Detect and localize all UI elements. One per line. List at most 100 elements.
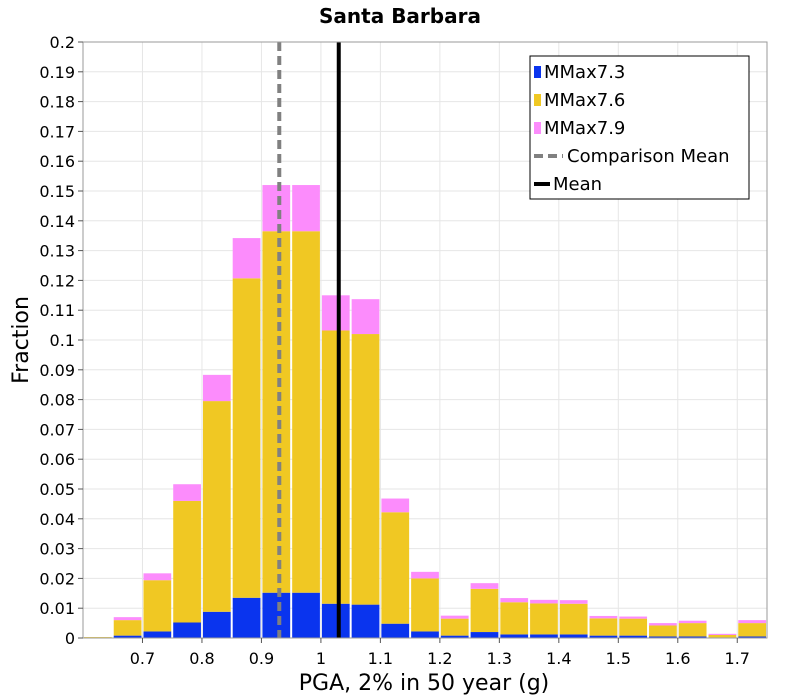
legend-label: Mean bbox=[553, 174, 602, 195]
x-tick-label: 0.7 bbox=[130, 649, 155, 668]
bar-segment-mmax7-3 bbox=[202, 611, 231, 638]
bar-segment-mmax7-9 bbox=[143, 573, 172, 581]
bar-segment-mmax7-9 bbox=[678, 620, 707, 624]
bar-segment-mmax7-3 bbox=[113, 635, 142, 638]
bar-segment-mmax7-9 bbox=[440, 615, 469, 619]
chart-title: Santa Barbara bbox=[319, 4, 481, 28]
bar-segment-mmax7-3 bbox=[381, 623, 410, 638]
bar-segment-mmax7-9 bbox=[411, 571, 439, 579]
x-tick-label: 1.3 bbox=[487, 649, 512, 668]
bar-segment-mmax7-6 bbox=[351, 334, 380, 605]
y-tick-label: 0.16 bbox=[39, 152, 75, 171]
bars bbox=[84, 185, 766, 638]
y-tick-label: 0.14 bbox=[39, 212, 75, 231]
y-axis-title: Fraction bbox=[9, 296, 34, 384]
x-tick-label: 0.9 bbox=[249, 649, 274, 668]
bar-segment-mmax7-6 bbox=[232, 278, 261, 598]
bar-segment-mmax7-3 bbox=[292, 592, 320, 638]
bar-segment-mmax7-3 bbox=[738, 636, 766, 638]
legend-box bbox=[529, 55, 750, 200]
y-tick-label: 0.11 bbox=[39, 301, 75, 320]
y-tick-label: 0.2 bbox=[50, 33, 75, 52]
bar-segment-mmax7-3 bbox=[530, 634, 558, 638]
y-tick-label: 0.06 bbox=[39, 450, 75, 469]
x-tick-label: 1 bbox=[316, 649, 326, 668]
bar-segment-mmax7-3 bbox=[143, 631, 172, 638]
x-tick-label: 1.2 bbox=[427, 649, 452, 668]
bar-segment-mmax7-6 bbox=[559, 603, 588, 635]
bar-segment-mmax7-6 bbox=[678, 623, 707, 637]
legend-label: Comparison Mean bbox=[567, 146, 730, 167]
bar-segment-mmax7-9 bbox=[381, 498, 410, 513]
mean-lines bbox=[277, 42, 341, 638]
y-tick-label: 0.05 bbox=[39, 480, 75, 499]
bar-segment-mmax7-9 bbox=[500, 598, 529, 603]
bar-segment-mmax7-6 bbox=[411, 578, 439, 632]
bar-segment-mmax7-3 bbox=[589, 635, 618, 638]
bar-segment-mmax7-3 bbox=[173, 622, 201, 638]
bar-segment-mmax7-3 bbox=[262, 592, 291, 638]
bar-segment-mmax7-9 bbox=[530, 599, 558, 604]
x-tick-label: 1.6 bbox=[665, 649, 690, 668]
bar-segment-mmax7-6 bbox=[589, 618, 618, 636]
bar-segment-mmax7-9 bbox=[559, 600, 588, 604]
x-tick-label: 1.5 bbox=[606, 649, 631, 668]
x-tick-label: 1.7 bbox=[725, 649, 750, 668]
legend-label: MMax7.9 bbox=[544, 118, 625, 139]
y-tick-label: 0.08 bbox=[39, 391, 75, 410]
legend-swatch bbox=[534, 122, 541, 134]
bar-segment-mmax7-6 bbox=[649, 625, 677, 637]
bar-segment-mmax7-3 bbox=[500, 634, 529, 638]
bar-segment-mmax7-9 bbox=[113, 617, 142, 621]
bar-segment-mmax7-6 bbox=[292, 231, 320, 593]
bar-segment-mmax7-9 bbox=[351, 299, 380, 335]
bar-segment-mmax7-9 bbox=[202, 374, 231, 402]
y-tick-label: 0.04 bbox=[39, 510, 75, 529]
bar-segment-mmax7-9 bbox=[589, 615, 618, 619]
x-tick-label: 0.8 bbox=[189, 649, 214, 668]
legend-swatch bbox=[534, 66, 541, 78]
bar-segment-mmax7-6 bbox=[143, 580, 172, 632]
y-tick-label: 0.19 bbox=[39, 63, 75, 82]
bar-segment-mmax7-6 bbox=[500, 602, 529, 635]
bar-segment-mmax7-6 bbox=[173, 500, 201, 623]
bar-segment-mmax7-9 bbox=[619, 616, 648, 619]
bar-segment-mmax7-6 bbox=[202, 401, 231, 612]
bar-segment-mmax7-6 bbox=[321, 330, 350, 604]
bar-segment-mmax7-3 bbox=[321, 603, 350, 638]
bar-segment-mmax7-6 bbox=[738, 623, 766, 637]
bar-segment-mmax7-3 bbox=[649, 636, 677, 638]
x-axis-title: PGA, 2% in 50 year (g) bbox=[299, 671, 550, 696]
bar-segment-mmax7-9 bbox=[470, 583, 499, 589]
bar-segment-mmax7-6 bbox=[381, 512, 410, 624]
bar-segment-mmax7-3 bbox=[440, 635, 469, 638]
y-tick-label: 0.09 bbox=[39, 361, 75, 380]
y-tick-label: 0.18 bbox=[39, 93, 75, 112]
bar-segment-mmax7-9 bbox=[708, 633, 737, 636]
legend-label: MMax7.6 bbox=[544, 90, 625, 111]
bar-segment-mmax7-3 bbox=[619, 635, 648, 638]
bar-segment-mmax7-9 bbox=[321, 295, 350, 331]
legend-label: MMax7.3 bbox=[544, 62, 625, 83]
bar-segment-mmax7-9 bbox=[292, 185, 320, 232]
legend-swatch bbox=[534, 94, 541, 106]
legend: MMax7.3 MMax7.6 MMax7.9 Comparison Mean Mean bbox=[529, 55, 750, 200]
bar-segment-mmax7-9 bbox=[232, 238, 261, 279]
x-tick-label: 1.4 bbox=[546, 649, 571, 668]
x-tick-label: 1.1 bbox=[368, 649, 393, 668]
bar-segment-mmax7-3 bbox=[411, 631, 439, 638]
y-tick-label: 0.13 bbox=[39, 242, 75, 261]
y-tick-label: 0.15 bbox=[39, 182, 75, 201]
bar-segment-mmax7-9 bbox=[173, 484, 201, 501]
y-tick-label: 0.03 bbox=[39, 540, 75, 559]
bar-segment-mmax7-6 bbox=[470, 588, 499, 633]
bar-segment-mmax7-6 bbox=[440, 618, 469, 636]
bar-segment-mmax7-6 bbox=[530, 603, 558, 635]
bar-segment-mmax7-9 bbox=[262, 185, 291, 232]
bar-segment-mmax7-3 bbox=[232, 597, 261, 638]
y-tick-label: 0 bbox=[65, 629, 75, 648]
bar-segment-mmax7-6 bbox=[619, 618, 648, 636]
y-tick-label: 0.07 bbox=[39, 420, 75, 439]
bar-segment-mmax7-3 bbox=[470, 632, 499, 638]
y-axis-ticks: 0 0.01 0.02 0.03 0.04 0.05 0.06 0.07 0.08 0.09 0.1… bbox=[39, 33, 83, 648]
